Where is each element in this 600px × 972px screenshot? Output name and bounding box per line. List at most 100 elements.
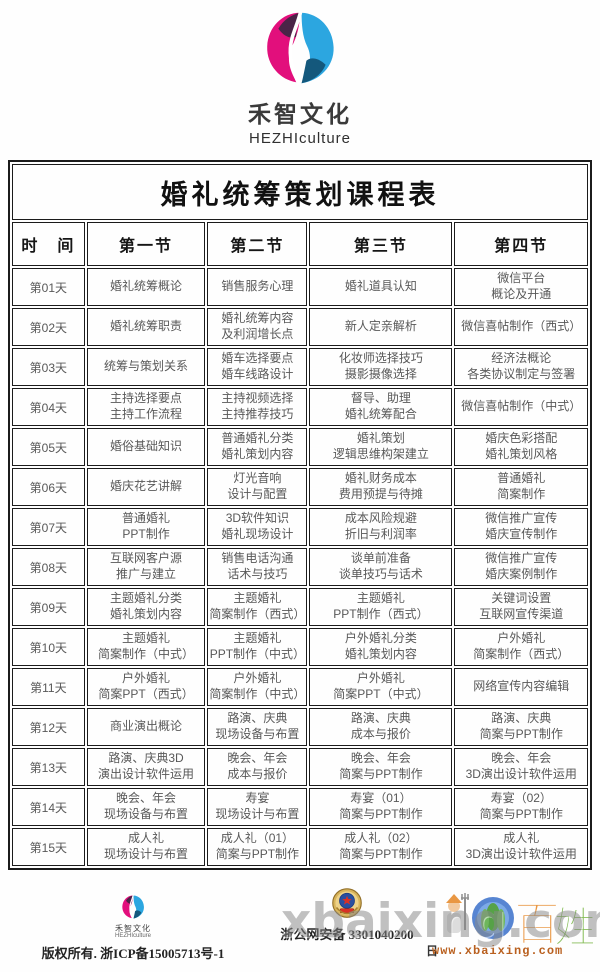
course-cell: 主题婚礼 简案制作（中式） bbox=[86, 628, 206, 666]
course-cell: 婚车选择要点 婚车线路设计 bbox=[207, 348, 308, 386]
course-cell: 微信喜帖制作（西式） bbox=[454, 308, 588, 346]
course-cell: 销售电话沟通 话术与技巧 bbox=[207, 548, 308, 586]
course-cell: 主持选择要点 主持工作流程 bbox=[86, 388, 206, 426]
course-cell: 网络宣传内容编辑 bbox=[454, 668, 588, 706]
column-header-session2: 第二节 bbox=[207, 222, 308, 266]
public-security-license-text: 浙公网安备 3301040200 bbox=[280, 927, 414, 942]
table-row: 第11天 户外婚礼 简案PPT（西式） 户外婚礼 简案制作（中式） 户外婚礼 简… bbox=[12, 668, 588, 706]
course-cell: 销售服务心理 bbox=[207, 268, 308, 306]
course-cell: 微信推广宣传 婚庆案例制作 bbox=[454, 548, 588, 586]
course-cell: 户外婚礼 简案PPT（中式） bbox=[309, 668, 453, 706]
brand-logo-icon bbox=[260, 8, 340, 88]
course-cell: 路演、庆典3D 演出设计软件运用 bbox=[86, 748, 206, 786]
course-cell: 3D软件知识 婚礼现场设计 bbox=[207, 508, 308, 546]
course-cell: 婚礼道具认知 bbox=[309, 268, 453, 306]
table-row: 第13天 路演、庆典3D 演出设计软件运用 晚会、年会 成本与报价 晚会、年会 … bbox=[12, 748, 588, 786]
course-cell: 微信推广宣传 婚庆宣传制作 bbox=[454, 508, 588, 546]
brand-name-cn: 禾智文化 bbox=[248, 101, 352, 127]
footer-copyright-block: 禾智文化 HEZHIculture 版权所有. 浙ICP备15005713号-1 bbox=[28, 894, 238, 962]
day-cell: 第12天 bbox=[12, 708, 85, 746]
column-header-time: 时 间 bbox=[12, 222, 85, 266]
column-header-session1: 第一节 bbox=[86, 222, 206, 266]
course-cell: 婚俗基础知识 bbox=[86, 428, 206, 466]
day-cell: 第11天 bbox=[12, 668, 85, 706]
course-cell: 成本风险规避 折旧与利润率 bbox=[309, 508, 453, 546]
course-cell: 婚庆色彩搭配 婚礼策划风格 bbox=[454, 428, 588, 466]
course-cell: 寿宴 现场设计与布置 bbox=[207, 788, 308, 826]
table-row: 第09天 主题婚礼分类 婚礼策划内容 主题婚礼 简案制作（西式） 主题婚礼 PP… bbox=[12, 588, 588, 626]
course-cell: 成人礼 3D演出设计软件运用 bbox=[454, 828, 588, 866]
watermark-text: xbaixing.com bbox=[281, 894, 600, 949]
course-cell: 主题婚礼 PPT制作（中式） bbox=[207, 628, 308, 666]
footer: 禾智文化 HEZHIculture 版权所有. 浙ICP备15005713号-1… bbox=[0, 888, 600, 972]
brand-logo-small-icon bbox=[120, 894, 146, 920]
table-header-row: 时 间 第一节 第二节 第三节 第四节 bbox=[12, 222, 588, 266]
obscured-text-fragment: 日 bbox=[426, 944, 439, 958]
brand-name-en: HEZHIculture bbox=[248, 130, 352, 147]
course-cell: 微信平台 概论及开通 bbox=[454, 268, 588, 306]
table-row: 第07天 普通婚礼 PPT制作 3D软件知识 婚礼现场设计 成本风险规避 折旧与… bbox=[12, 508, 588, 546]
course-cell: 婚礼策划 逻辑思维构架建立 bbox=[309, 428, 453, 466]
course-cell: 晚会、年会 简案与PPT制作 bbox=[309, 748, 453, 786]
course-cell: 路演、庆典 简案与PPT制作 bbox=[454, 708, 588, 746]
day-cell: 第04天 bbox=[12, 388, 85, 426]
course-cell: 户外婚礼分类 婚礼策划内容 bbox=[309, 628, 453, 666]
course-cell: 成人礼 现场设计与布置 bbox=[86, 828, 206, 866]
course-cell: 成人礼（01） 简案与PPT制作 bbox=[207, 828, 308, 866]
day-cell: 第02天 bbox=[12, 308, 85, 346]
course-table: 婚礼统筹策划课程表 时 间 第一节 第二节 第三节 第四节 第01天 婚礼统筹概… bbox=[8, 160, 592, 870]
day-cell: 第05天 bbox=[12, 428, 85, 466]
course-cell: 婚庆花艺讲解 bbox=[86, 468, 206, 506]
course-cell: 寿宴（02） 简案与PPT制作 bbox=[454, 788, 588, 826]
course-cell: 婚礼财务成本 费用预提与待摊 bbox=[309, 468, 453, 506]
table-row: 第02天 婚礼统筹职责 婚礼统筹内容 及利润增长点 新人定亲解析 微信喜帖制作（… bbox=[12, 308, 588, 346]
day-cell: 第03天 bbox=[12, 348, 85, 386]
course-cell: 普通婚礼 简案制作 bbox=[454, 468, 588, 506]
course-cell: 婚礼统筹职责 bbox=[86, 308, 206, 346]
brand-header: 禾智文化 HEZHIculture bbox=[0, 8, 600, 147]
table-row: 第10天 主题婚礼 简案制作（中式） 主题婚礼 PPT制作（中式） 户外婚礼分类… bbox=[12, 628, 588, 666]
table-row: 第12天 商业演出概论 路演、庆典 现场设备与布置 路演、庆典 成本与报价 路演… bbox=[12, 708, 588, 746]
footer-police-block: 浙公网安备 3301040200 bbox=[242, 888, 452, 943]
table-row: 第08天 互联网客户源 推广与建立 销售电话沟通 话术与技巧 谈单前准备 谈单技… bbox=[12, 548, 588, 586]
table-row: 第15天 成人礼 现场设计与布置 成人礼（01） 简案与PPT制作 成人礼（02… bbox=[12, 828, 588, 866]
course-cell: 路演、庆典 现场设备与布置 bbox=[207, 708, 308, 746]
table-row: 第01天 婚礼统筹概论 销售服务心理 婚礼道具认知 微信平台 概论及开通 bbox=[12, 268, 588, 306]
table-title-row: 婚礼统筹策划课程表 bbox=[12, 164, 588, 220]
course-cell: 督导、助理 婚礼统筹配合 bbox=[309, 388, 453, 426]
course-cell: 户外婚礼 简案PPT（西式） bbox=[86, 668, 206, 706]
day-cell: 第09天 bbox=[12, 588, 85, 626]
course-cell: 经济法概论 各类协议制定与签署 bbox=[454, 348, 588, 386]
course-cell: 户外婚礼 简案制作（中式） bbox=[207, 668, 308, 706]
day-cell: 第15天 bbox=[12, 828, 85, 866]
footer-watermark-logo-block: 日 www.xbaixing.com bbox=[426, 890, 598, 959]
course-cell: 灯光音响 设计与配置 bbox=[207, 468, 308, 506]
course-cell: 统筹与策划关系 bbox=[86, 348, 206, 386]
course-cell: 新人定亲解析 bbox=[309, 308, 453, 346]
course-cell: 路演、庆典 成本与报价 bbox=[309, 708, 453, 746]
footer-brand-en: HEZHIculture bbox=[114, 933, 151, 939]
course-cell: 化妆师选择技巧 摄影摄像选择 bbox=[309, 348, 453, 386]
course-cell: 寿宴（01） 简案与PPT制作 bbox=[309, 788, 453, 826]
day-cell: 第07天 bbox=[12, 508, 85, 546]
course-cell: 晚会、年会 现场设备与布置 bbox=[86, 788, 206, 826]
icp-license-text: 版权所有. 浙ICP备15005713号-1 bbox=[41, 946, 225, 962]
day-cell: 第06天 bbox=[12, 468, 85, 506]
column-header-session4: 第四节 bbox=[454, 222, 588, 266]
course-cell: 主持视频选择 主持推荐技巧 bbox=[207, 388, 308, 426]
table-row: 第06天 婚庆花艺讲解 灯光音响 设计与配置 婚礼财务成本 费用预提与待摊 普通… bbox=[12, 468, 588, 506]
table-row: 第05天 婚俗基础知识 普通婚礼分类 婚礼策划内容 婚礼策划 逻辑思维构架建立 … bbox=[12, 428, 588, 466]
day-cell: 第13天 bbox=[12, 748, 85, 786]
table-title: 婚礼统筹策划课程表 bbox=[12, 164, 588, 220]
course-cell: 晚会、年会 3D演出设计软件运用 bbox=[454, 748, 588, 786]
day-cell: 第14天 bbox=[12, 788, 85, 826]
course-cell: 普通婚礼 PPT制作 bbox=[86, 508, 206, 546]
table-row: 第03天 统筹与策划关系 婚车选择要点 婚车线路设计 化妆师选择技巧 摄影摄像选… bbox=[12, 348, 588, 386]
day-cell: 第10天 bbox=[12, 628, 85, 666]
course-cell: 关键词设置 互联网宣传渠道 bbox=[454, 588, 588, 626]
watermark-url-text: www.xbaixing.com bbox=[432, 944, 564, 958]
course-cell: 户外婚礼 简案制作（西式） bbox=[454, 628, 588, 666]
table-row: 第04天 主持选择要点 主持工作流程 主持视频选择 主持推荐技巧 督导、助理 婚… bbox=[12, 388, 588, 426]
day-cell: 第01天 bbox=[12, 268, 85, 306]
